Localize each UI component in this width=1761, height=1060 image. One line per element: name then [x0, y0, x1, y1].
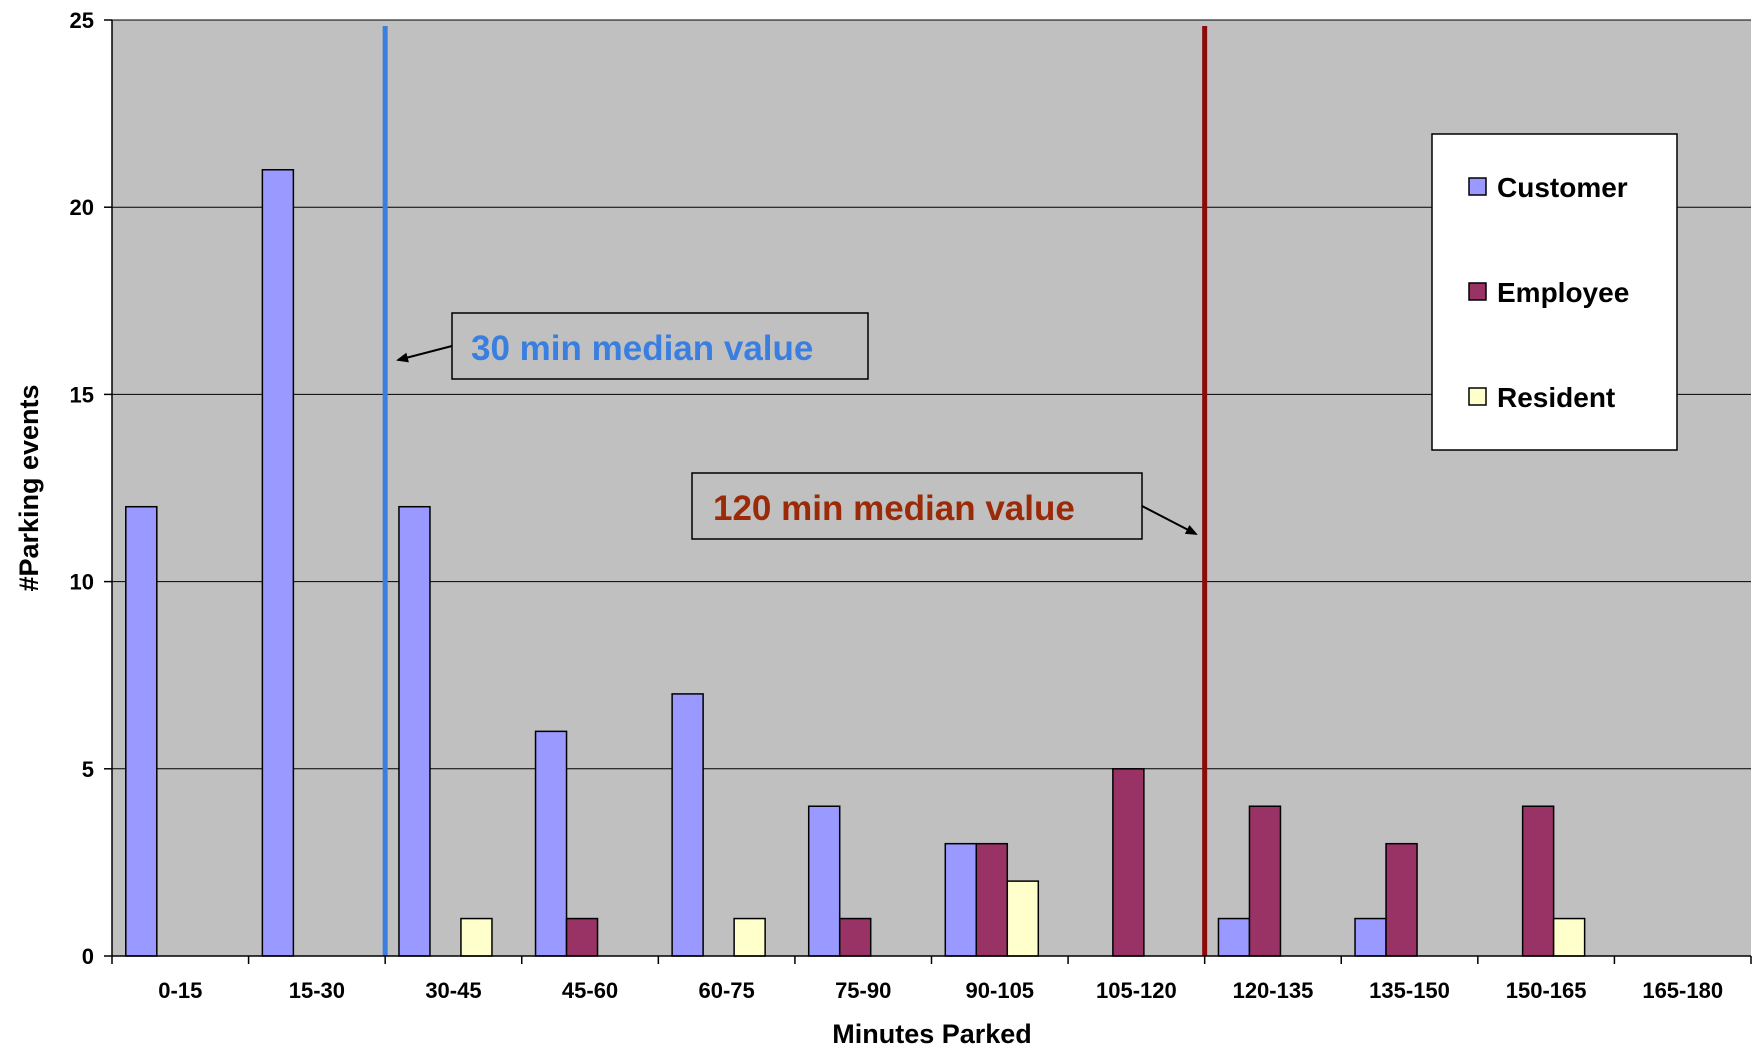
reference-lines: [382, 26, 1208, 956]
legend-label-resident: Resident: [1497, 382, 1615, 413]
x-tick-label: 165-180: [1642, 978, 1723, 1003]
bar-customer-90-105: [944, 842, 978, 957]
legend: Customer Employee Resident: [1431, 133, 1678, 451]
x-tick-label: 150-165: [1506, 978, 1587, 1003]
bar-employee-75-90: [838, 917, 872, 957]
y-tick-label: 5: [82, 757, 94, 782]
x-tick-label: 90-105: [966, 978, 1035, 1003]
bar-customer-15-30: [261, 169, 295, 957]
bar-customer-120-135: [1217, 917, 1251, 957]
annotation-arrow-30: [396, 345, 453, 363]
x-tick-label: 105-120: [1096, 978, 1177, 1003]
x-tick-label: 15-30: [289, 978, 345, 1003]
legend-swatch-employee: [1468, 282, 1487, 301]
x-tick-label: 135-150: [1369, 978, 1450, 1003]
bar-resident-30-45: [460, 917, 493, 957]
y-axis-title: #Parking events: [14, 384, 44, 591]
x-axis-title: Minutes Parked: [832, 1019, 1032, 1049]
bar-employee-120-135: [1248, 805, 1282, 957]
bar-customer-135-150: [1354, 917, 1387, 957]
bar-resident-150-165: [1552, 917, 1586, 957]
x-tick-labels: 0-15 15-30 30-45 45-60 60-75 75-90 90-105 105-1…: [158, 978, 1723, 1003]
bar-employee-135-150: [1385, 842, 1418, 957]
x-tick-label: 45-60: [562, 978, 618, 1003]
x-tick-label: 75-90: [835, 978, 891, 1003]
bar-employee-90-105: [975, 842, 1009, 957]
bar-customer-60-75: [671, 693, 704, 957]
legend-label-customer: Customer: [1497, 172, 1628, 203]
bar-customer-0-15: [125, 505, 158, 957]
x-tick-label: 0-15: [158, 978, 202, 1003]
bar-resident-60-75: [733, 917, 766, 957]
x-tick-label: 120-135: [1233, 978, 1314, 1003]
bar-customer-75-90: [807, 805, 841, 957]
legend-label-employee: Employee: [1497, 277, 1629, 308]
annotation-120-min-median: 120 min median value: [713, 489, 1075, 528]
y-tick-label: 25: [70, 8, 94, 33]
legend-swatch-resident: [1468, 387, 1487, 406]
x-tick-label: 60-75: [698, 978, 754, 1003]
y-tick-label: 20: [70, 195, 94, 220]
bar-employee-150-165: [1521, 805, 1555, 957]
legend-swatch-customer: [1468, 177, 1487, 196]
y-tick-labels: 0 5 10 15 20 25: [70, 8, 94, 969]
annotations: 30 min median value 120 min median value: [396, 312, 1198, 540]
y-tick-label: 0: [82, 944, 94, 969]
bars: [125, 169, 1586, 957]
annotation-box-120: [691, 472, 1143, 540]
bar-employee-45-60: [565, 917, 599, 957]
y-tick-label: 10: [70, 570, 94, 595]
bar-employee-105-120: [1112, 768, 1145, 957]
axes: [104, 19, 1752, 964]
annotation-arrow-120: [1141, 505, 1198, 535]
y-tick-label: 15: [70, 382, 94, 407]
annotation-30-min-median: 30 min median value: [471, 329, 813, 368]
bar-customer-30-45: [398, 505, 431, 957]
annotation-box-30: [451, 312, 869, 380]
bar-resident-90-105: [1006, 880, 1040, 957]
bar-customer-45-60: [534, 730, 568, 957]
x-tick-label: 30-45: [425, 978, 481, 1003]
